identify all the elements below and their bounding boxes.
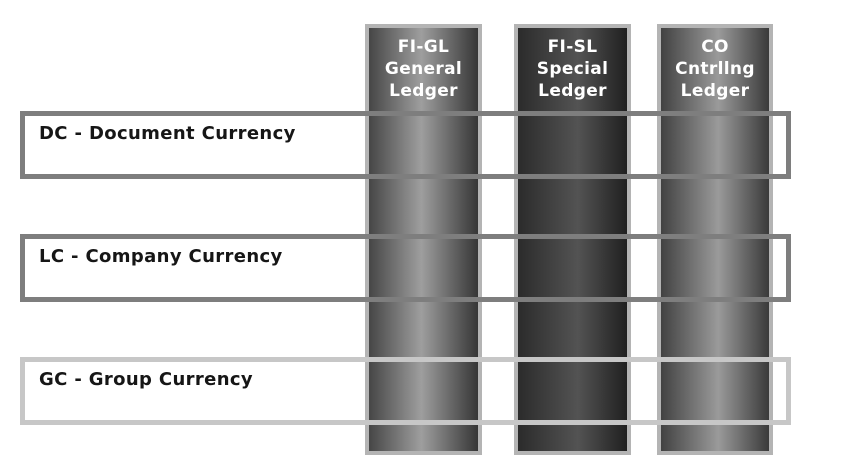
row-label-lc: LC - Company Currency [39,246,283,267]
column-title-line: Ledger [538,81,607,101]
column-title-line: FI-SL [547,37,598,57]
column-fi-sl-special-ledger: FI-SL Special Ledger [514,24,631,455]
row-group-currency: GC - Group Currency [20,357,791,425]
row-company-currency: LC - Company Currency [20,234,791,302]
column-header-fi-gl: FI-GL General Ledger [369,28,478,102]
column-header-fi-sl: FI-SL Special Ledger [518,28,627,102]
column-fi-gl-general-ledger: FI-GL General Ledger [365,24,482,455]
row-label-dc: DC - Document Currency [39,123,296,144]
column-title-line: General [384,59,463,79]
column-co-controlling-ledger: CO Cntrllng Ledger [657,24,773,455]
column-title-line: FI-GL [397,37,450,57]
column-title-line: Ledger [680,81,750,101]
column-title-line: Special [536,59,609,79]
row-document-currency: DC - Document Currency [20,111,791,179]
column-title-line: Cntrllng [675,59,755,79]
row-label-gc: GC - Group Currency [39,369,254,390]
column-title-line: Ledger [389,81,458,101]
column-title-line: CO [701,37,729,57]
column-header-co: CO Cntrllng Ledger [661,28,769,102]
